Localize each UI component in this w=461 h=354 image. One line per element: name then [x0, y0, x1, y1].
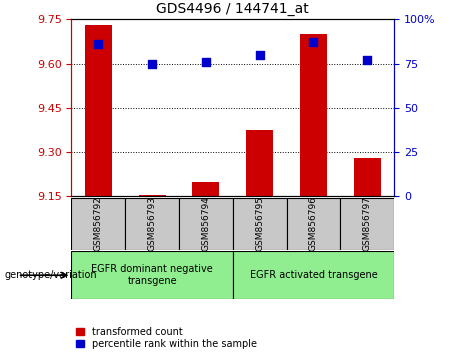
- Bar: [71, 198, 125, 250]
- Bar: [125, 198, 179, 250]
- Bar: [139, 195, 165, 196]
- Bar: [179, 198, 233, 250]
- Bar: [85, 25, 112, 196]
- Point: [256, 52, 263, 58]
- Text: GSM856792: GSM856792: [94, 196, 103, 251]
- Bar: [354, 158, 381, 196]
- Text: GSM856795: GSM856795: [255, 196, 264, 251]
- Point: [95, 41, 102, 47]
- Text: GSM856793: GSM856793: [148, 196, 157, 251]
- Legend: transformed count, percentile rank within the sample: transformed count, percentile rank withi…: [77, 327, 257, 349]
- Text: GSM856797: GSM856797: [363, 196, 372, 251]
- Bar: [287, 198, 340, 250]
- Title: GDS4496 / 144741_at: GDS4496 / 144741_at: [156, 2, 309, 16]
- Bar: [233, 251, 394, 299]
- Text: genotype/variation: genotype/variation: [5, 270, 97, 280]
- Bar: [233, 198, 287, 250]
- Point: [148, 61, 156, 67]
- Bar: [71, 251, 233, 299]
- Point: [202, 59, 210, 65]
- Bar: [300, 34, 327, 196]
- Bar: [193, 182, 219, 196]
- Point: [310, 40, 317, 45]
- Text: GSM856796: GSM856796: [309, 196, 318, 251]
- Text: GSM856794: GSM856794: [201, 196, 210, 251]
- Text: EGFR activated transgene: EGFR activated transgene: [249, 270, 378, 280]
- Text: EGFR dominant negative
transgene: EGFR dominant negative transgene: [91, 264, 213, 286]
- Bar: [246, 130, 273, 196]
- Bar: [340, 198, 394, 250]
- Point: [364, 57, 371, 63]
